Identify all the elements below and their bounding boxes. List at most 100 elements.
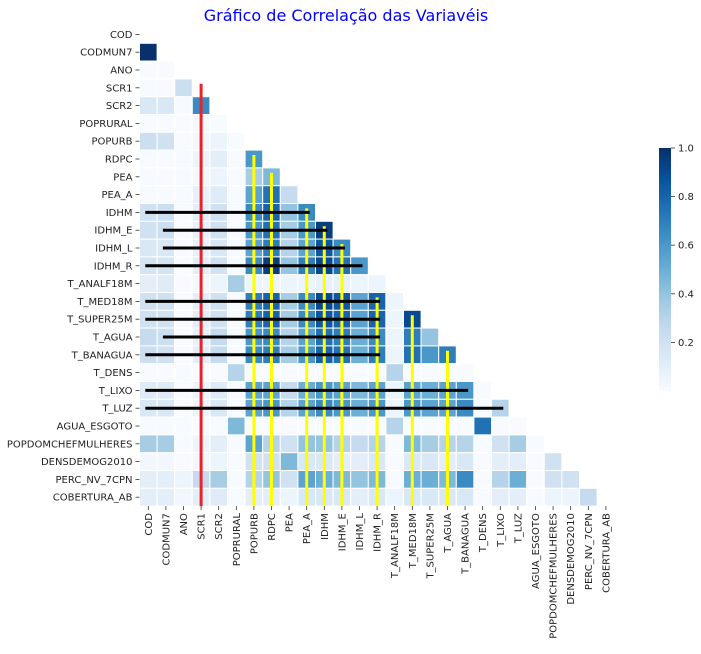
x-tick-label: ANO [179, 513, 190, 535]
heatmap-cell [209, 416, 228, 436]
heatmap-cell [491, 434, 510, 454]
x-tick-label: COBERTURA_AB [601, 513, 612, 593]
heatmap-cell [227, 434, 246, 454]
heatmap-cell [385, 452, 404, 472]
heatmap-cell [227, 274, 246, 294]
heatmap-cell [350, 470, 369, 489]
x-tick-label: PEA [285, 513, 296, 532]
heatmap-cell [420, 452, 440, 472]
heatmap-cell [156, 185, 176, 204]
colorbar-tick-label: 0.8 [678, 192, 694, 203]
y-tick-label: T_MED18M [76, 297, 132, 308]
heatmap-cell [455, 487, 475, 507]
x-tick-label: PEA_A [302, 513, 313, 544]
heatmap-cell [420, 345, 440, 365]
x-tick-label: T_SUPER25M [425, 513, 436, 579]
heatmap-cell [543, 452, 563, 472]
y-tick-label: AGUA_ESGOTO [57, 422, 133, 433]
heatmap-cell [156, 131, 176, 151]
heatmap-cell [139, 78, 158, 98]
heatmap-cell [227, 363, 246, 383]
heatmap-cell [491, 470, 510, 489]
heatmap-cell [279, 470, 299, 489]
heatmap-cell [473, 434, 492, 454]
heatmap-cell [174, 434, 193, 454]
heatmap-cell [156, 167, 176, 187]
heatmap-cell [209, 470, 228, 489]
y-tick-label: RDPC [105, 155, 133, 166]
heatmap-cell [561, 487, 581, 507]
heatmap-cell [174, 114, 193, 133]
heatmap-cell [156, 434, 176, 454]
heatmap-cell [156, 487, 176, 507]
y-tick-label: PEA [113, 172, 132, 183]
heatmap-cell [526, 470, 545, 489]
y-tick-label: ANO [110, 66, 132, 77]
heatmap-cell [139, 131, 158, 151]
heatmap-cell [473, 470, 492, 489]
heatmap-cell [174, 470, 193, 489]
heatmap-cell [350, 452, 369, 472]
x-tick-label: SCR1 [197, 513, 208, 540]
heatmap-cell [209, 167, 228, 187]
heatmap-cell [420, 363, 440, 383]
heatmap-cell [561, 470, 581, 489]
heatmap-cell [227, 487, 246, 507]
colorbar: 0.2 0.4 0.6 0.8 1.0 [659, 144, 694, 391]
heatmap-cell [279, 185, 299, 204]
heatmap-cell [455, 363, 475, 383]
heatmap-cell [543, 487, 563, 507]
x-tick-label: IDHM_R [373, 513, 384, 552]
colorbar-tick-label: 0.4 [678, 289, 694, 300]
heatmap-cell [209, 114, 228, 133]
annotation-lines [145, 83, 504, 507]
heatmap-cell [139, 96, 158, 115]
heatmap-cell [385, 309, 404, 329]
heatmap-cell [139, 327, 158, 347]
x-tick-label: T_LIXO [496, 513, 507, 548]
y-tick-label: IDHM_L [95, 244, 133, 255]
colorbar-tick-label: 0.6 [678, 241, 694, 252]
heatmap-cell [209, 185, 228, 204]
heatmap-cell [156, 96, 176, 115]
colorbar-tick-label: 1.0 [678, 144, 694, 155]
x-tick-label: POPDOMCHEFMULHERES [549, 513, 560, 639]
x-tick-label: PERC_NV_7CPN [584, 513, 595, 590]
heatmap-cell [350, 434, 369, 454]
heatmap-cell [508, 487, 528, 507]
heatmap-cell [174, 131, 193, 151]
heatmap-cell [227, 470, 246, 489]
heatmap-cell [455, 452, 475, 472]
x-tick-label: IDHM_E [337, 513, 348, 551]
heatmap-cell [420, 434, 440, 454]
heatmap-cell [473, 487, 492, 507]
y-tick-label: POPRURAL [79, 119, 133, 130]
heatmap-cell [526, 434, 545, 454]
y-tick-label: IDHM_R [94, 261, 133, 272]
heatmap-cell [156, 60, 176, 80]
y-tick-label: PEA_A [101, 190, 132, 201]
x-tick-label: IDHM [320, 513, 331, 540]
heatmap-cell [174, 452, 193, 472]
heatmap-cell [508, 434, 528, 454]
heatmap-cell [174, 185, 193, 204]
x-tick-label: T_AGUA [443, 513, 454, 554]
colorbar-gradient [659, 148, 671, 391]
x-tick-label: DENSDEMOG2010 [566, 513, 577, 605]
heatmap-cell [156, 363, 176, 383]
heatmap-cell [385, 487, 404, 507]
heatmap-cell [473, 381, 492, 400]
heatmap-cell [174, 149, 193, 169]
y-tick-label: DENSDEMOG2010 [41, 457, 133, 468]
heatmap-cell [420, 416, 440, 436]
y-tick-label: T_AGUA [92, 333, 133, 344]
heatmap-cell [174, 167, 193, 187]
heatmap-cells [139, 42, 598, 507]
x-tick-label: CODMUN7 [161, 513, 172, 565]
heatmap-cell [139, 434, 158, 454]
heatmap-cell [491, 452, 510, 472]
heatmap-cell [156, 149, 176, 169]
heatmap-cell [139, 416, 158, 436]
colorbar-ticks: 0.2 0.4 0.6 0.8 1.0 [671, 144, 694, 349]
x-tick-label: SCR2 [214, 513, 225, 540]
